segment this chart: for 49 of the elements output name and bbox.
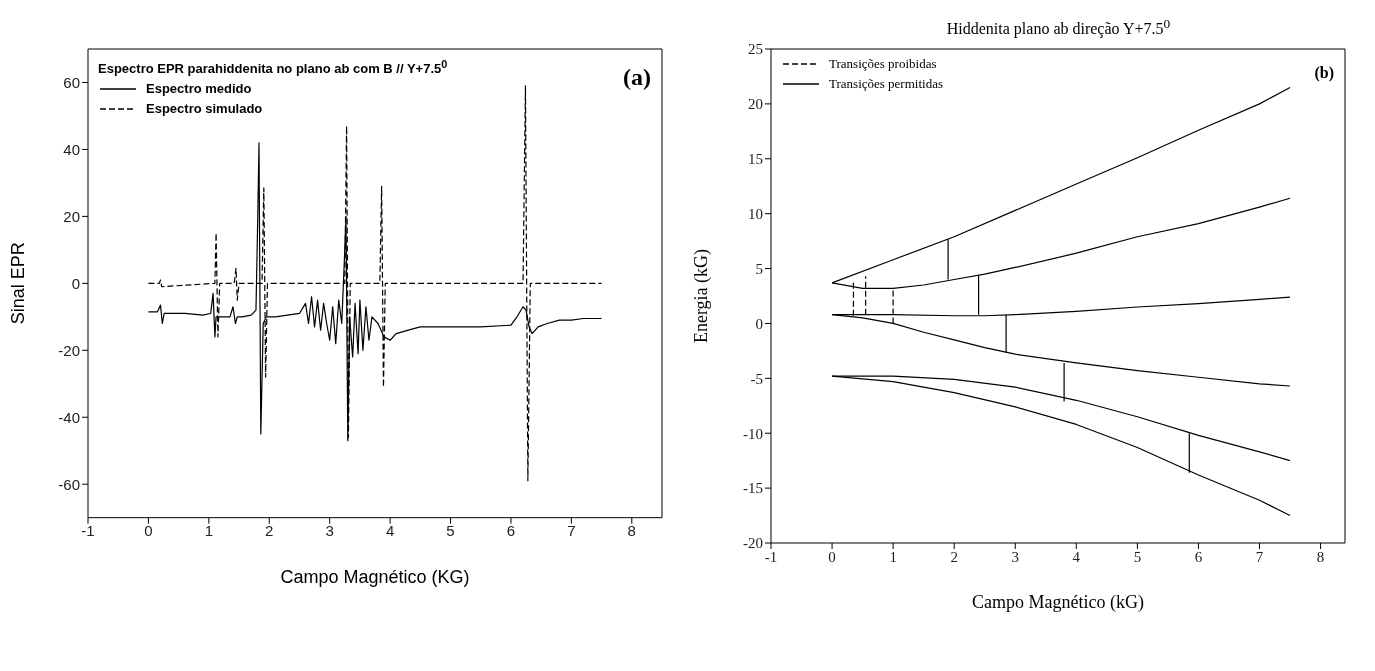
chart-title: Hiddenita plano ab direção Y+7.5$^{0}$ [945, 16, 1172, 39]
y-axis-title: Energia (kG) [691, 248, 713, 344]
legend-title: Espectro EPR parahiddenita no plano ab com B // Y+7.5$^{0}$ [98, 57, 448, 79]
x-tick-label: 7 [567, 522, 576, 540]
legend-label: Transições proibidas [829, 55, 937, 73]
x-tick-label: 7 [1255, 548, 1264, 565]
legend-label: Espectro simulado [146, 100, 263, 119]
x-tick-label: 4 [1072, 548, 1081, 565]
y-tick-label: 0 [755, 315, 763, 332]
x-tick-label: 6 [1194, 548, 1203, 565]
y-tick-label: 15 [748, 151, 763, 168]
x-tick-label: -1 [764, 548, 778, 565]
y-tick-label: 20 [63, 207, 80, 225]
x-axis-title: Campo Magnético (KG) [280, 566, 470, 587]
y-tick-label: 60 [63, 73, 80, 91]
x-tick-label: 5 [446, 522, 455, 540]
y-tick-label: -20 [58, 341, 80, 359]
annotation: (b) [1314, 64, 1334, 82]
x-tick-label: 3 [325, 522, 334, 540]
y-tick-label: 5 [755, 260, 763, 277]
x-tick-label: 5 [1133, 548, 1142, 565]
x-tick-label: 8 [627, 522, 636, 540]
x-tick-label: 2 [265, 522, 274, 540]
annotation: (a) [623, 64, 651, 91]
x-tick-label: 4 [385, 522, 395, 540]
y-tick-label: 0 [71, 274, 80, 292]
y-tick-label: 25 [748, 41, 763, 58]
y-tick-label: -20 [743, 535, 763, 552]
y-tick-label: 40 [63, 140, 80, 158]
x-axis-title: Campo Magnético (kG) [972, 592, 1144, 613]
x-tick-label: 3 [1011, 548, 1020, 565]
legend-label: Transições permitidas [829, 75, 943, 93]
y-tick-label: 20 [748, 96, 763, 113]
y-tick-label: -15 [743, 480, 763, 497]
y-axis-title: Sinal EPR [8, 242, 29, 325]
x-tick-label: 0 [828, 548, 836, 565]
y-tick-label: -5 [750, 370, 763, 387]
x-tick-label: 2 [950, 548, 958, 565]
y-tick-label: 10 [748, 205, 763, 222]
x-tick-label: 0 [144, 522, 153, 540]
legend-label: Espectro medido [146, 80, 252, 99]
y-tick-label: -60 [58, 475, 80, 493]
y-tick-label: -40 [58, 408, 80, 426]
x-tick-label: 1 [889, 548, 897, 565]
x-tick-label: 8 [1316, 548, 1325, 565]
x-tick-label: -1 [81, 522, 95, 540]
y-tick-label: -10 [743, 425, 763, 442]
x-tick-label: 6 [506, 522, 516, 540]
x-tick-label: 1 [204, 522, 214, 540]
